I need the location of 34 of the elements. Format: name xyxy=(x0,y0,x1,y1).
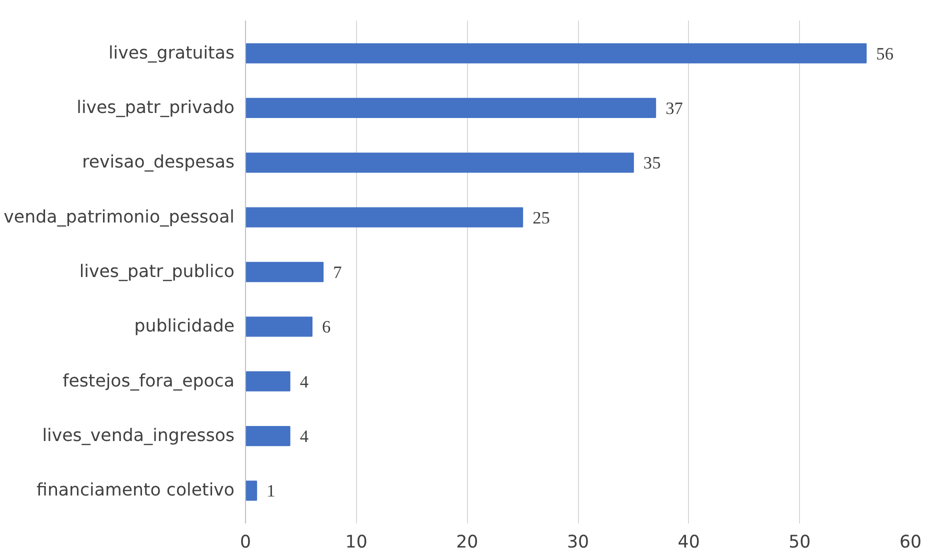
y-tick-label: venda_patrimonio_pessoal xyxy=(4,207,235,228)
data-label: 6 xyxy=(322,318,331,337)
y-tick-label: revisao_despesas xyxy=(82,152,235,173)
data-label: 25 xyxy=(532,208,550,228)
y-tick-label: publicidade xyxy=(134,316,235,337)
data-label: 7 xyxy=(333,263,342,282)
y-tick-label: lives_patr_privado xyxy=(76,98,235,118)
bar xyxy=(246,480,258,501)
y-tick-label: lives_gratuitas xyxy=(108,43,235,64)
data-label: 56 xyxy=(876,44,894,64)
bar xyxy=(246,43,867,64)
bar xyxy=(246,262,324,282)
x-tick-label: 0 xyxy=(240,532,252,552)
bar xyxy=(246,207,524,228)
bar xyxy=(246,371,290,392)
x-tick-label: 10 xyxy=(345,532,368,552)
data-label: 35 xyxy=(643,154,661,173)
bar xyxy=(246,152,634,173)
y-tick-label: festejos_fora_epoca xyxy=(62,371,235,392)
data-label: 1 xyxy=(266,482,276,501)
y-tick-label: lives_patr_publico xyxy=(79,262,235,282)
y-tick-label: lives_venda_ingressos xyxy=(42,426,235,446)
data-label: 4 xyxy=(300,372,309,392)
data-label: 4 xyxy=(300,427,309,446)
y-tick-label: financiamento coletivo xyxy=(36,480,235,501)
data-label: 37 xyxy=(666,98,684,118)
x-tick-label: 60 xyxy=(899,532,922,552)
bar xyxy=(246,98,656,118)
bar xyxy=(246,426,290,446)
bar xyxy=(246,316,312,337)
x-tick-label: 40 xyxy=(678,532,700,552)
x-tick-label: 50 xyxy=(788,532,811,552)
x-tick-label: 30 xyxy=(566,532,590,552)
x-tick-label: 20 xyxy=(456,532,478,552)
